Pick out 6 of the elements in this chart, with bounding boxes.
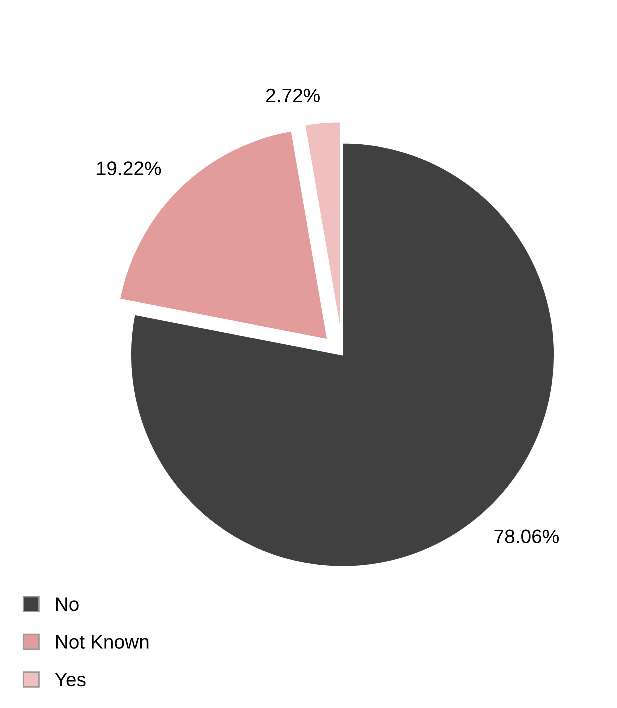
legend-label: No (56, 598, 79, 612)
legend-label: Not Known (56, 635, 149, 649)
legend-label: Yes (55, 673, 86, 687)
data-label: 2.72% (266, 88, 320, 103)
data-label: 19.22% (97, 162, 162, 176)
data-label: 78.06% (494, 530, 560, 544)
